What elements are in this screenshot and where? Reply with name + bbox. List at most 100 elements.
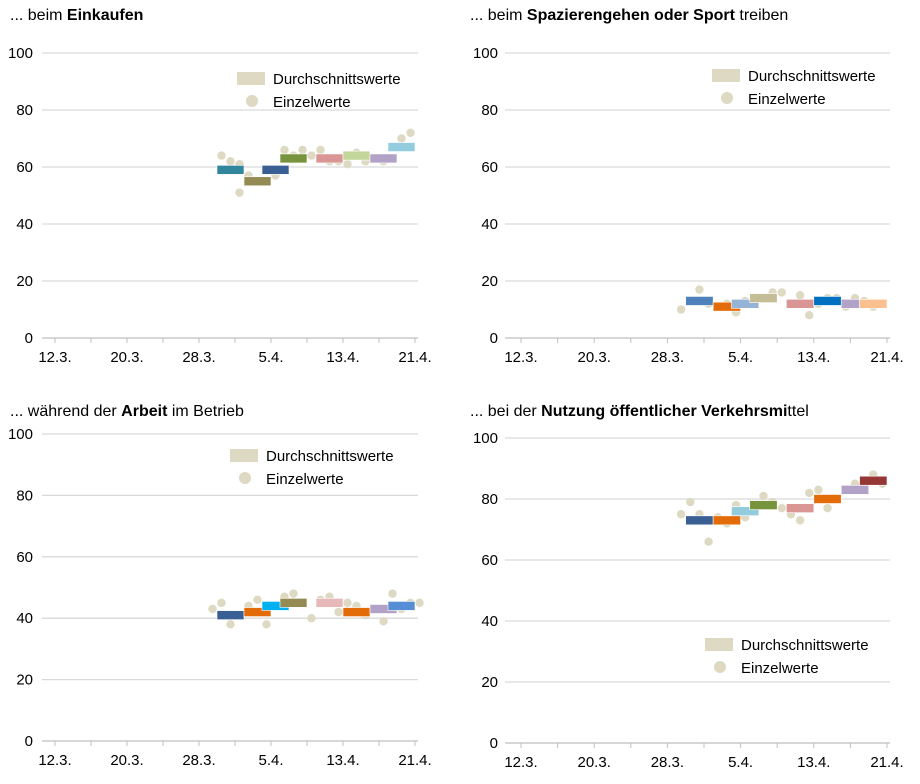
data-point <box>316 145 325 155</box>
average-bar <box>712 515 741 526</box>
x-tick-label: 12.3. <box>504 349 537 366</box>
data-point <box>397 134 406 143</box>
y-tick-label: 80 <box>16 487 33 504</box>
average-bar <box>731 506 760 517</box>
y-tick-label: 40 <box>16 610 33 627</box>
legend-label-averages: Durchschnittswerte <box>748 68 876 85</box>
x-tick-label: 5.4. <box>728 349 753 366</box>
chart-panel-1: ... beim Einkaufen 0 20 40 60 80 100 12.3. 20.3.… <box>8 7 432 366</box>
data-point <box>695 285 704 294</box>
y-tick-label: 100 <box>8 45 33 62</box>
y-tick-label: 60 <box>16 549 33 566</box>
data-point <box>777 503 786 513</box>
average-bar <box>342 150 371 161</box>
data-point <box>307 614 316 623</box>
average-bar <box>387 142 416 152</box>
y-tick-label: 20 <box>16 273 33 290</box>
y-tick-label: 20 <box>16 672 33 689</box>
x-tick-label: 5.4. <box>258 349 283 366</box>
data-point <box>334 607 343 617</box>
data-point <box>289 589 298 598</box>
y-tick-label: 80 <box>481 491 498 508</box>
data-point <box>253 595 262 604</box>
y-tick-label: 60 <box>16 159 33 176</box>
data-point <box>226 157 235 166</box>
data-point <box>795 516 805 525</box>
x-tick-label: 13.4. <box>797 349 830 366</box>
average-bar <box>342 607 371 617</box>
x-tick-label: 28.3. <box>651 349 684 366</box>
x-tick-label: 13.4. <box>326 349 359 366</box>
data-point <box>704 537 713 546</box>
x-tick-label: 20.3. <box>578 754 611 771</box>
x-tick-label: 28.3. <box>182 752 215 769</box>
average-bar <box>315 598 344 608</box>
average-bar <box>315 153 344 164</box>
average-bar <box>685 515 714 526</box>
x-tick-label: 5.4. <box>728 754 753 771</box>
legend-label-points: Einzelwerte <box>748 91 826 108</box>
data-point <box>777 288 786 297</box>
average-bar <box>279 153 308 164</box>
x-tick-label: 20.3. <box>110 349 143 366</box>
y-tick-label: 60 <box>481 552 498 569</box>
legend-swatch-points <box>714 661 726 673</box>
x-tick-label: 21.4. <box>870 349 903 366</box>
chart-panel-4: ... bei der Nutzung öffentlicher Verkehr… <box>470 403 904 771</box>
legend-swatch-averages <box>705 638 733 651</box>
x-tick-label: 28.3. <box>182 349 215 366</box>
chart-panel-3: ... während der Arbeit im Betrieb 0 20 40 60… <box>8 403 432 769</box>
y-tick-label: 100 <box>473 45 498 62</box>
average-bar <box>369 153 398 164</box>
legend-swatch-points <box>239 472 251 484</box>
average-bar <box>216 165 245 175</box>
title-segment: treiben <box>735 7 788 24</box>
average-bar <box>243 607 272 617</box>
legend-swatch-averages <box>712 69 740 82</box>
data-point <box>388 589 397 598</box>
x-tick-label: 28.3. <box>651 754 684 771</box>
y-tick-label: 20 <box>481 273 498 290</box>
legend: Durchschnittswerte Einzelwerte <box>230 448 394 488</box>
average-bar <box>786 503 815 513</box>
average-bar <box>859 298 888 309</box>
title-segment: ... beim <box>10 7 67 24</box>
x-tick-label: 13.4. <box>326 752 359 769</box>
data-point <box>676 305 686 314</box>
legend-swatch-averages <box>230 449 258 462</box>
data-point <box>805 488 814 498</box>
chart-title: ... während der Arbeit im Betrieb <box>10 403 244 420</box>
title-segment: Spazierengehen oder Sport <box>527 7 736 24</box>
title-segment: Einkaufen <box>67 7 143 24</box>
data-point <box>262 620 271 629</box>
chart-title: ... beim Spazierengehen oder Sport treib… <box>470 7 788 24</box>
y-tick-label: 80 <box>16 102 33 119</box>
x-tick-label: 21.4. <box>398 752 431 769</box>
data-point <box>208 604 217 614</box>
legend-label-points: Einzelwerte <box>266 471 344 488</box>
legend-label-points: Einzelwerte <box>741 660 819 677</box>
average-bar <box>731 298 760 309</box>
title-segment: ttel <box>787 403 808 420</box>
legend-swatch-points <box>246 95 258 107</box>
data-point <box>298 145 307 155</box>
x-tick-label: 5.4. <box>258 752 283 769</box>
data-point <box>379 617 388 626</box>
x-tick-label: 12.3. <box>38 349 71 366</box>
average-bar <box>387 601 416 611</box>
y-tick-label: 20 <box>481 674 498 691</box>
average-bar <box>685 296 714 306</box>
average-bar <box>749 500 778 510</box>
x-tick-label: 21.4. <box>398 349 431 366</box>
average-bar <box>813 296 842 306</box>
y-tick-label: 100 <box>8 426 33 443</box>
data-point <box>235 188 244 197</box>
data-point <box>280 145 289 155</box>
title-segment: Nutzung öffentlicher Verkehrsmi <box>541 403 787 420</box>
legend: Durchschnittswerte Einzelwerte <box>705 637 869 677</box>
average-bar <box>840 298 860 309</box>
title-segment: im Betrieb <box>167 403 244 420</box>
y-tick-label: 40 <box>16 216 33 233</box>
y-tick-label: 80 <box>481 102 498 119</box>
legend-label-averages: Durchschnittswerte <box>273 71 401 88</box>
